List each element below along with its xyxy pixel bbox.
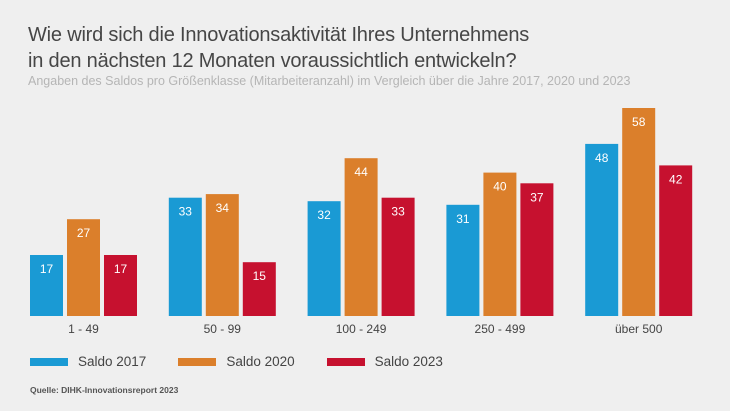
bar-saldo-2017-2 [307, 201, 341, 316]
legend-item-2017: Saldo 2017 [30, 354, 146, 369]
data-label: 40 [493, 180, 507, 194]
bar-saldo-2023-0 [104, 255, 137, 316]
data-label: 42 [669, 172, 683, 186]
data-label: 17 [40, 262, 54, 276]
legend-label-2017: Saldo 2017 [78, 354, 147, 369]
legend-swatch-2020 [178, 357, 217, 366]
legend-label-2023: Saldo 2023 [374, 354, 443, 369]
legend: Saldo 2017 Saldo 2020 Saldo 2023 [30, 354, 475, 369]
bar-saldo-2020-2 [344, 158, 378, 316]
bar-saldo-2017-0 [30, 255, 63, 316]
x-tick-label: 1 - 49 [68, 322, 99, 336]
bar-saldo-2020-4 [622, 108, 656, 316]
data-label: 15 [253, 269, 267, 283]
legend-item-2020: Saldo 2020 [178, 354, 295, 369]
data-label: 33 [391, 205, 405, 219]
bar-saldo-2017-4 [585, 143, 619, 316]
bar-saldo-2023-1 [242, 262, 276, 316]
data-label: 48 [595, 151, 609, 165]
bar-saldo-2023-4 [659, 165, 693, 316]
chart-title-line-2: in den nächsten 12 Monaten voraussichtli… [28, 50, 517, 72]
data-label: 27 [77, 226, 91, 240]
chart-subtitle: Angaben des Saldos pro Größenklasse (Mit… [28, 74, 631, 88]
x-tick-label: 100 - 249 [336, 322, 387, 336]
bar-saldo-2017-3 [446, 204, 480, 316]
data-label: 44 [354, 165, 368, 179]
data-label: 34 [216, 201, 230, 215]
bar-saldo-2023-2 [381, 197, 415, 316]
bar-saldo-2023-3 [520, 183, 554, 316]
x-tick-label: 250 - 499 [475, 322, 526, 336]
legend-label-2020: Saldo 2020 [226, 354, 295, 369]
data-label: 31 [456, 212, 470, 226]
data-label: 33 [179, 205, 193, 219]
x-tick-label: über 500 [615, 322, 663, 336]
legend-swatch-2023 [326, 357, 365, 366]
legend-swatch-2017 [30, 357, 68, 366]
chart-title-line-1: Wie wird sich die Innovationsaktivität I… [28, 24, 530, 46]
legend-item-2023: Saldo 2023 [326, 354, 443, 369]
data-label: 37 [530, 190, 544, 204]
bar-saldo-2020-3 [483, 172, 517, 316]
data-label: 58 [632, 115, 646, 129]
x-tick-label: 50 - 99 [204, 322, 242, 336]
bar-saldo-2020-0 [67, 219, 100, 316]
data-label: 32 [317, 208, 331, 222]
source-note: Quelle: DIHK-Innovationsreport 2023 [30, 385, 179, 395]
bar-saldo-2020-1 [205, 194, 239, 316]
bar-saldo-2017-1 [168, 197, 202, 316]
data-label: 17 [114, 262, 128, 276]
chart-title: Wie wird sich die Innovationsaktivität I… [28, 22, 529, 74]
